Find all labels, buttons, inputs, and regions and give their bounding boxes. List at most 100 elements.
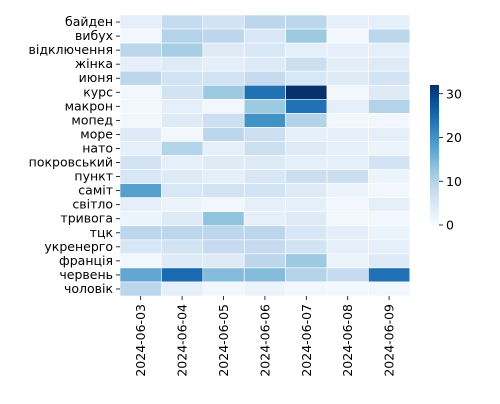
heatmap-cell xyxy=(202,84,245,100)
heatmap-cell xyxy=(161,169,204,184)
heatmap-cell xyxy=(285,56,328,72)
heatmap-cell xyxy=(161,28,204,44)
heatmap-cell xyxy=(285,197,328,212)
heatmap-cell xyxy=(243,28,286,44)
heatmap-cell xyxy=(326,113,369,128)
heatmap-cell xyxy=(161,183,204,198)
heatmap-cell xyxy=(326,70,369,86)
y-tick-label: нато xyxy=(82,140,113,155)
x-tick-label: 2024-06-07 xyxy=(299,304,314,377)
y-tick-label: пункт xyxy=(74,169,113,184)
heatmap-cell xyxy=(285,183,328,198)
heatmap-cell xyxy=(326,197,369,212)
heatmap-cell xyxy=(161,42,204,58)
heatmap-cell xyxy=(368,70,411,86)
heatmap-cell xyxy=(202,211,245,227)
heatmap-cell xyxy=(161,239,204,255)
heatmap-cell xyxy=(119,225,162,241)
heatmap-cell xyxy=(368,225,411,241)
y-tick-label: байден xyxy=(65,14,113,29)
colorbar-tick-label: 0 xyxy=(446,218,454,233)
heatmap-cell xyxy=(202,155,245,170)
heatmap-cell xyxy=(161,253,204,269)
y-tick-label: укренерго xyxy=(44,239,113,254)
heatmap-cell xyxy=(202,197,245,212)
heatmap-cell xyxy=(285,281,328,297)
heatmap-cell xyxy=(243,99,286,114)
heatmap-cell xyxy=(368,28,411,44)
heatmap-cell xyxy=(326,183,369,198)
heatmap-cell xyxy=(243,267,286,283)
heatmap-cell xyxy=(368,113,411,128)
heatmap-cell xyxy=(368,253,411,269)
heatmap-cell xyxy=(202,28,245,44)
heatmap-cell xyxy=(243,239,286,255)
heatmap-cell xyxy=(368,84,411,100)
y-tick-label: жінка xyxy=(75,56,113,71)
heatmap-cell xyxy=(243,169,286,184)
heatmap-cell xyxy=(119,253,162,269)
y-tick-label: мопед xyxy=(71,112,113,127)
heatmap-cell xyxy=(285,99,328,114)
heatmap-cell xyxy=(202,56,245,72)
y-tick-label: июня xyxy=(79,70,113,85)
heatmap-cell xyxy=(161,14,204,30)
heatmap-cell xyxy=(285,253,328,269)
heatmap-cell xyxy=(202,70,245,86)
heatmap-cell xyxy=(202,239,245,255)
heatmap-cell xyxy=(326,211,369,227)
heatmap-cell xyxy=(285,84,328,100)
heatmap-cell xyxy=(161,70,204,86)
heatmap-cell xyxy=(119,14,162,30)
heatmap-cell xyxy=(119,42,162,58)
heatmap-cell xyxy=(161,113,204,128)
heatmap-cell xyxy=(368,42,411,58)
heatmap-cell xyxy=(243,197,286,212)
heatmap-cell xyxy=(285,113,328,128)
heatmap-cell xyxy=(119,183,162,198)
y-tick-label: червень xyxy=(59,267,113,282)
heatmap-cell xyxy=(285,127,328,142)
heatmap-cell xyxy=(368,169,411,184)
heatmap-cell xyxy=(202,253,245,269)
heatmap-cell xyxy=(368,14,411,30)
heatmap-cell xyxy=(368,281,411,297)
heatmap-cell xyxy=(243,225,286,241)
heatmap-cell xyxy=(202,113,245,128)
colorbar-tick-label: 20 xyxy=(446,130,462,145)
heatmap-cell xyxy=(326,28,369,44)
heatmap-cell xyxy=(326,281,369,297)
y-tick-label: саміт xyxy=(78,183,113,198)
heatmap-cell xyxy=(119,56,162,72)
y-tick-label: чоловік xyxy=(64,281,114,296)
heatmap-cell xyxy=(119,169,162,184)
heatmap-cell xyxy=(119,99,162,114)
heatmap-cell xyxy=(161,141,204,156)
x-axis: 2024-06-03 2024-06-04 2024-06-05 2024-06-06… xyxy=(133,296,397,377)
heatmap-cell xyxy=(202,14,245,30)
heatmap-cell xyxy=(285,211,328,227)
heatmap-cell xyxy=(202,267,245,283)
y-tick-label: відключення xyxy=(29,42,114,57)
heatmap-cell xyxy=(326,225,369,241)
heatmap-cell xyxy=(243,155,286,170)
colorbar-tick-label: 10 xyxy=(446,174,462,189)
heatmap-cell xyxy=(326,169,369,184)
heatmap-cell xyxy=(119,155,162,170)
x-tick-label: 2024-06-04 xyxy=(175,304,190,377)
x-tick-label: 2024-06-05 xyxy=(216,304,231,377)
heatmap-cell xyxy=(161,99,204,114)
x-tick-label: 2024-06-09 xyxy=(382,304,397,377)
heatmap-cell xyxy=(161,155,204,170)
heatmap-cell xyxy=(119,113,162,128)
y-tick-label: світло xyxy=(72,197,113,212)
heatmap-cell xyxy=(285,239,328,255)
colorbar-gradient xyxy=(430,85,439,225)
heatmap-cell xyxy=(119,70,162,86)
heatmap-cell xyxy=(326,155,369,170)
heatmap-cell xyxy=(368,99,411,114)
y-tick-label: франція xyxy=(59,253,113,268)
heatmap-cell xyxy=(326,239,369,255)
heatmap-cells xyxy=(119,14,411,297)
